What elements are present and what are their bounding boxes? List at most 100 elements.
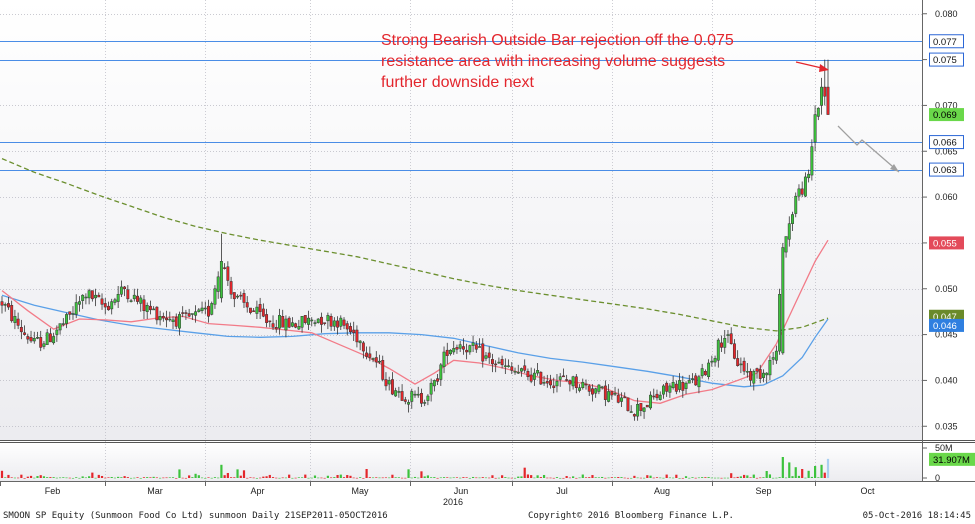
volume-bar (649, 475, 652, 478)
volume-bar (691, 477, 694, 478)
candle-body (55, 329, 59, 335)
candle-body (342, 319, 346, 326)
volume-bar (491, 475, 494, 478)
candle (313, 319, 317, 327)
candle-body (239, 294, 243, 297)
candle-body (390, 379, 394, 395)
volume-bar (730, 473, 733, 478)
candle-body (271, 323, 275, 328)
volume-bar (481, 477, 484, 478)
candle (474, 341, 478, 353)
candle (732, 339, 736, 360)
candle (749, 368, 753, 386)
volume-bar (694, 477, 697, 479)
candle-body (107, 305, 110, 311)
candle-body (810, 146, 814, 176)
candle (19, 319, 23, 340)
candle (255, 300, 259, 319)
candle-body (284, 318, 288, 331)
candle-body (442, 351, 446, 367)
candle-body (720, 342, 723, 348)
volume-bar (617, 477, 620, 478)
candle (729, 327, 733, 345)
price-tag-label: 0.063 (933, 165, 957, 176)
volume-bar (823, 472, 826, 478)
candle-body (768, 360, 772, 376)
candle-body (148, 305, 152, 311)
volume-bar (297, 477, 300, 478)
candle-body (113, 299, 117, 303)
x-axis-ticks: Feb Mar Apr May Jun Jul Aug Sep Oct (0, 481, 875, 496)
candle (32, 331, 36, 344)
price-tag-label: 0.069 (933, 110, 957, 121)
volume-axis-ticks: 50M 0 31.907M (922, 443, 975, 483)
volume-bar (171, 477, 175, 478)
volume-bar (768, 474, 772, 478)
x-tick-label: Jul (556, 486, 568, 496)
volume-bar (620, 477, 623, 478)
candle (303, 315, 307, 325)
candle-body (668, 385, 672, 393)
candle-body (355, 329, 359, 343)
candle-body (223, 267, 227, 269)
candle (800, 181, 804, 198)
candle-body (310, 319, 314, 322)
volume-bar (117, 476, 120, 478)
candle (565, 374, 569, 382)
candle (161, 312, 165, 322)
candle (10, 300, 14, 323)
candle (281, 309, 285, 328)
candle-body (65, 314, 68, 324)
volume-bar (642, 477, 646, 479)
candle (652, 388, 656, 400)
candle-body (400, 391, 404, 401)
volume-bar (291, 477, 294, 479)
volume-bar (468, 477, 471, 479)
candle-body (694, 375, 698, 386)
volume-bar (494, 477, 497, 479)
candle-body (429, 382, 433, 395)
candle (371, 357, 375, 363)
candle (632, 413, 636, 421)
candle-body (536, 370, 540, 374)
volume-bar (681, 477, 684, 479)
candle (245, 296, 249, 313)
volume-bar (533, 477, 536, 479)
candle (671, 375, 675, 390)
price-tag-box (929, 135, 964, 150)
candle-body (132, 294, 136, 300)
candle (739, 357, 743, 374)
candle (542, 375, 546, 386)
volume-bar (168, 477, 171, 479)
candle (248, 307, 252, 315)
candle-body (16, 318, 20, 326)
volume-bar (55, 477, 58, 479)
candle (384, 372, 388, 391)
candle-body (278, 315, 281, 329)
volume-bar (430, 477, 433, 478)
candle (178, 311, 181, 336)
volume-bar (784, 477, 788, 479)
candle-body (416, 393, 420, 396)
volume-bar (207, 477, 210, 478)
candle (129, 298, 133, 303)
candle-body (813, 114, 817, 143)
volume-bar (417, 477, 420, 479)
candle (349, 322, 352, 335)
candle-body (58, 323, 62, 331)
price-tag-box (929, 318, 964, 332)
candle (190, 313, 194, 320)
candle (716, 338, 720, 368)
candle (326, 312, 330, 330)
volume-bar (623, 477, 626, 479)
candle (271, 315, 275, 330)
volume-bar (410, 477, 413, 479)
candle-body (697, 376, 701, 388)
candle (410, 388, 414, 409)
volume-bar (58, 477, 62, 479)
candle (626, 397, 630, 412)
volume-bars (0, 457, 830, 479)
candle (287, 316, 291, 329)
candle-body (584, 383, 588, 386)
volume-last-tag-box (929, 452, 975, 466)
